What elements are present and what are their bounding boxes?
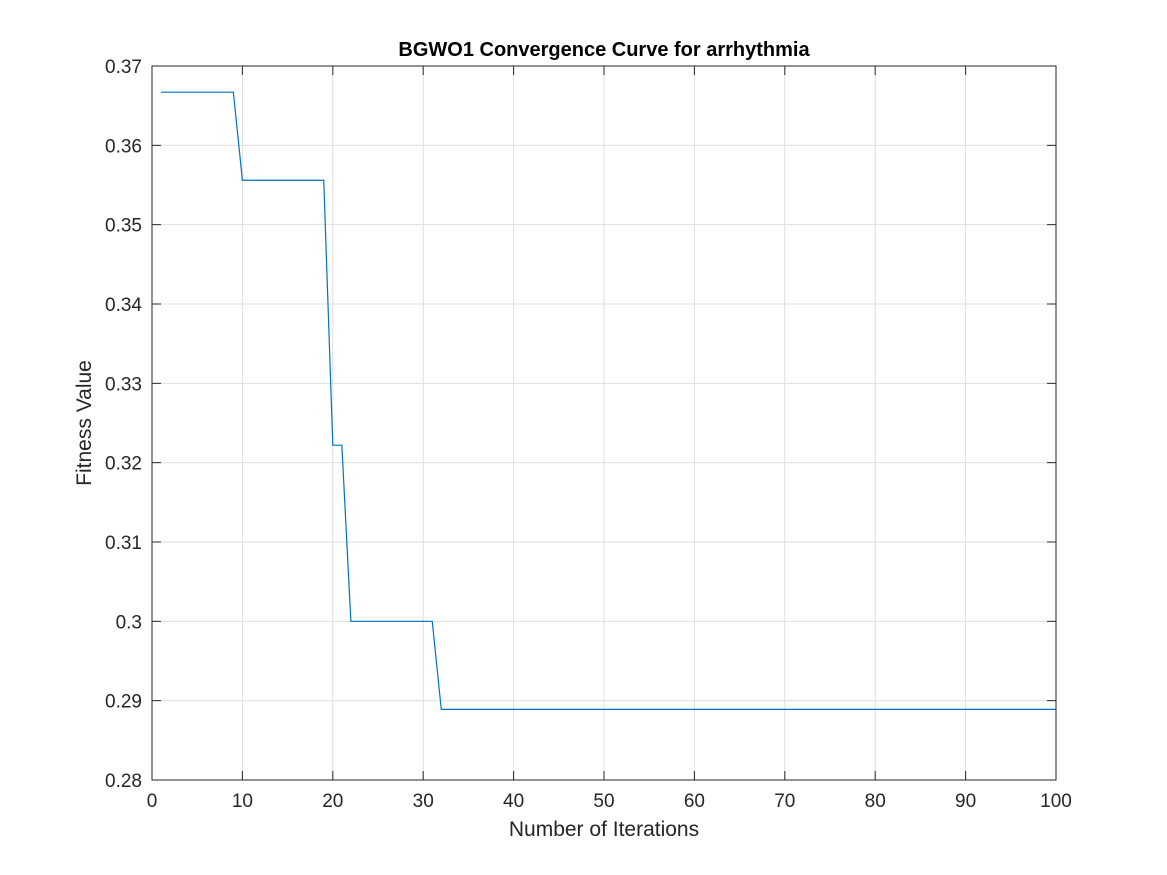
x-tick-label: 10 (232, 791, 253, 812)
y-tick-label: 0.32 (105, 454, 142, 475)
x-tick-labels: 0 10 20 30 40 50 60 70 80 90 100 (147, 791, 1072, 812)
ticks (151, 65, 1057, 781)
y-tick-label: 0.34 (105, 295, 142, 316)
x-tick-label: 70 (774, 791, 795, 812)
x-tick-label: 80 (865, 791, 886, 812)
y-tick-labels: 0.28 0.29 0.3 0.31 0.32 0.33 0.34 0.35 0.36 0.37 (105, 57, 142, 792)
series-line-0 (161, 91, 1056, 710)
y-tick-label: 0.28 (105, 771, 142, 792)
x-tick-label: 90 (955, 791, 976, 812)
y-tick-label: 0.37 (105, 57, 142, 78)
series-line-group (161, 91, 1056, 710)
x-axis-label: Number of Iterations (509, 818, 699, 841)
y-tick-label: 0.36 (105, 136, 142, 157)
y-tick-label: 0.35 (105, 216, 142, 237)
y-tick-label: 0.29 (105, 692, 142, 713)
chart-title: BGWO1 Convergence Curve for arrhythmia (398, 39, 810, 61)
y-axis-label: Fitness Value (73, 360, 96, 486)
x-tick-label: 30 (413, 791, 434, 812)
y-tick-label: 0.33 (105, 374, 142, 395)
x-tick-label: 60 (684, 791, 705, 812)
y-tick-label: 0.3 (116, 612, 142, 633)
x-tick-label: 100 (1040, 791, 1072, 812)
y-tick-label: 0.31 (105, 533, 142, 554)
x-tick-label: 20 (322, 791, 343, 812)
x-tick-label: 0 (147, 791, 158, 812)
x-tick-label: 50 (593, 791, 614, 812)
x-tick-label: 40 (503, 791, 524, 812)
